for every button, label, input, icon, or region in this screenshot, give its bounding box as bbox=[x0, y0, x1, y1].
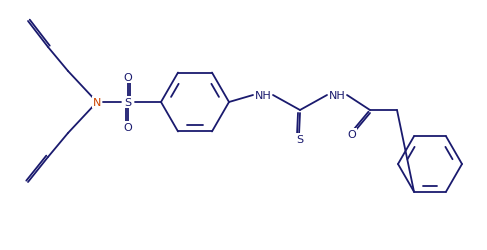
Text: N: N bbox=[93, 98, 101, 108]
Text: O: O bbox=[124, 73, 132, 83]
Text: NH: NH bbox=[329, 91, 345, 101]
Text: S: S bbox=[125, 98, 131, 108]
Text: S: S bbox=[297, 134, 303, 144]
Text: O: O bbox=[124, 122, 132, 132]
Text: O: O bbox=[348, 130, 356, 140]
Text: NH: NH bbox=[255, 91, 271, 101]
